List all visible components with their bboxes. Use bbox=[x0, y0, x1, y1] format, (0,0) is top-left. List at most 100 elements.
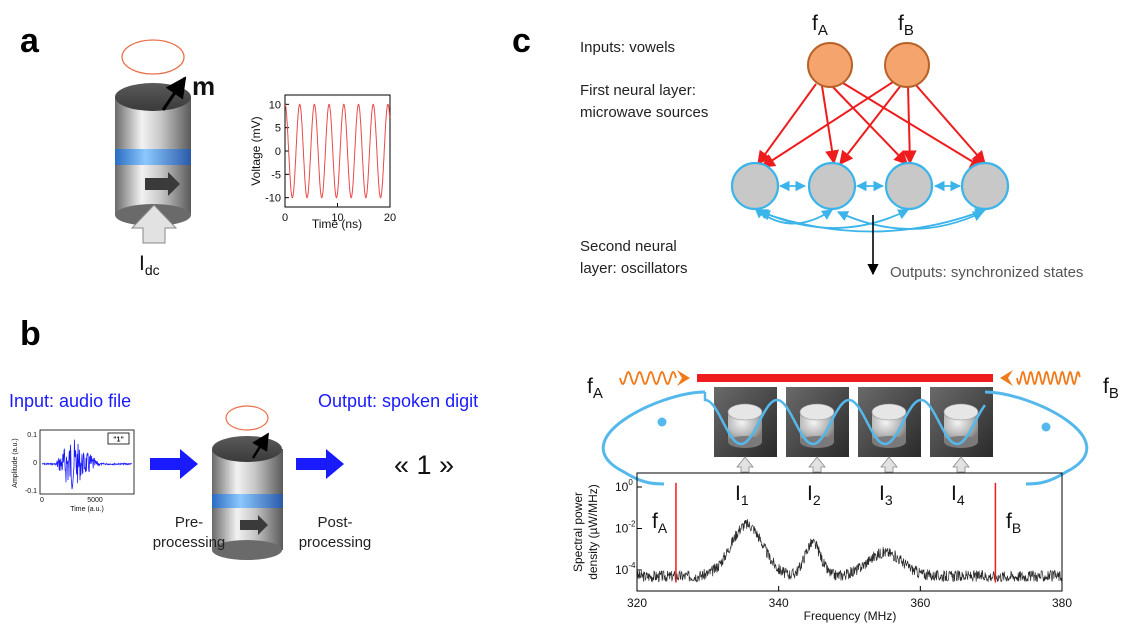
oscillator-node-4 bbox=[960, 161, 1010, 211]
audio-waveform bbox=[41, 439, 132, 490]
panel-b: b Input: audio file Output: spoken digit… bbox=[9, 315, 478, 560]
sem-image-4 bbox=[930, 387, 993, 457]
oscillator-node-1 bbox=[730, 161, 780, 211]
current-label: Idc bbox=[139, 252, 160, 278]
wire-right bbox=[984, 390, 1089, 486]
current-4-label: I4 bbox=[951, 482, 965, 508]
voltage-y-tick: 0 bbox=[275, 146, 281, 158]
microwave-a-arrowhead bbox=[677, 370, 690, 386]
layer1-label: First neural layer: bbox=[580, 82, 696, 99]
wire-node-right bbox=[1041, 422, 1051, 432]
layer2-label: layer: oscillators bbox=[580, 260, 688, 277]
layer1-label: microwave sources bbox=[580, 104, 708, 121]
panel-d: fA fB I1 I2 I3 I4 320 340 360 380 100 10-2 10-4 … bbox=[571, 370, 1119, 623]
audio-x-tick: 5000 bbox=[87, 497, 103, 504]
precession-orbit-small bbox=[225, 405, 269, 431]
microwave-b-icon bbox=[1016, 370, 1081, 386]
wire-serial bbox=[703, 392, 986, 446]
oscillator-node-3 bbox=[884, 161, 934, 211]
spectrum-y-tick: 100 bbox=[615, 478, 633, 494]
voltage-chart: 10 5 0 -5 -10 0 10 20 Time (ns) Voltage (mV) bbox=[249, 94, 396, 231]
spectrum-plot-frame bbox=[636, 472, 1063, 592]
spectrum-x-tick: 320 bbox=[627, 596, 647, 610]
drive-a-label: fA bbox=[587, 375, 603, 402]
panel-letter-b: b bbox=[20, 315, 41, 353]
pre-label: processing bbox=[153, 534, 226, 551]
post-arrow-icon bbox=[296, 449, 344, 479]
voltage-trace bbox=[284, 103, 391, 199]
input-node-b bbox=[884, 42, 930, 88]
spectrum-x-tick: 340 bbox=[769, 596, 789, 610]
input-node-a bbox=[807, 42, 853, 88]
current-1-arrow-icon bbox=[736, 456, 754, 473]
sem-image-3 bbox=[858, 387, 921, 457]
source-b-label: fB bbox=[898, 12, 914, 39]
source-a-label: fA bbox=[812, 12, 828, 39]
voltage-y-axis-title: Voltage (mV) bbox=[249, 116, 263, 185]
audio-plot: "1" 0.1 0 -0.1 0 5000 Time (a.u.) Amplit… bbox=[12, 429, 135, 513]
connection-arrow bbox=[914, 83, 986, 166]
spectrum-y-tick: 10-4 bbox=[615, 561, 636, 577]
spectrum-x-tick: 360 bbox=[910, 596, 930, 610]
connection-arrow bbox=[829, 83, 908, 166]
spectrum-fb-label: fB bbox=[1006, 510, 1021, 536]
voltage-y-tick: 5 bbox=[275, 123, 281, 135]
voltage-y-tick: -5 bbox=[271, 169, 281, 181]
input-connections bbox=[757, 79, 986, 169]
sem-images bbox=[714, 387, 993, 457]
panel-letter-a: a bbox=[20, 22, 40, 60]
connection-arrow bbox=[902, 85, 917, 165]
output-label: Output: spoken digit bbox=[318, 391, 478, 411]
cylinder-band-small bbox=[212, 494, 283, 508]
current-3-arrow-icon bbox=[880, 456, 898, 473]
outputs-label: Outputs: synchronized states bbox=[890, 264, 1083, 281]
microwave-b-arrowhead bbox=[1000, 370, 1013, 386]
audio-tag-box bbox=[107, 432, 130, 445]
connection-arrow bbox=[757, 83, 817, 166]
input-label: Input: audio file bbox=[9, 391, 131, 411]
current-4-arrow-icon bbox=[952, 456, 970, 473]
wire-left bbox=[601, 390, 706, 486]
spectrum-trace bbox=[636, 519, 1062, 583]
connection-arrow bbox=[837, 79, 985, 169]
pre-label: Pre- bbox=[175, 514, 203, 531]
voltage-x-tick: 20 bbox=[384, 212, 396, 224]
inputs-label: Inputs: vowels bbox=[580, 39, 675, 56]
cylinder-band bbox=[115, 149, 191, 165]
audio-x-tick: 0 bbox=[40, 497, 44, 504]
current-2-arrow-icon bbox=[808, 456, 826, 473]
moment-label: m bbox=[192, 71, 215, 101]
audio-y-axis-title: Amplitude (a.u.) bbox=[12, 438, 19, 487]
stripline bbox=[697, 374, 993, 382]
layer2-label: Second neural bbox=[580, 238, 677, 255]
panel-letter-c: c bbox=[512, 22, 531, 60]
panel-a: a m Idc 10 5 0 -5 -10 0 10 20 Time (ns) Voltag… bbox=[20, 22, 396, 278]
mtj-cylinder bbox=[115, 39, 191, 226]
audio-plot-frame bbox=[39, 429, 135, 495]
wire-node-left bbox=[657, 417, 667, 427]
spectrum-y-axis-title: Spectral power bbox=[571, 492, 585, 572]
connection-arrow bbox=[760, 79, 897, 168]
spectrum-x-tick: 380 bbox=[1052, 596, 1072, 610]
audio-y-tick: -0.1 bbox=[25, 488, 37, 495]
voltage-x-tick: 10 bbox=[331, 212, 343, 224]
microwave-a-icon bbox=[619, 370, 677, 386]
precession-orbit bbox=[121, 39, 185, 75]
cylinder-top-small bbox=[212, 436, 282, 462]
audio-tag: "1" bbox=[113, 437, 124, 444]
result-digit: « 1 » bbox=[394, 450, 454, 480]
oscillator-node-2 bbox=[807, 161, 857, 211]
connection-arrow bbox=[839, 83, 903, 166]
spectrum-chart: 320 340 360 380 100 10-2 10-4 fA fB Frequency… bbox=[571, 472, 1072, 623]
magnetization-arrow bbox=[161, 76, 187, 111]
voltage-x-axis-title: Time (ns) bbox=[312, 217, 362, 231]
current-1-label: I1 bbox=[735, 482, 749, 508]
audio-y-tick: 0.1 bbox=[27, 432, 37, 439]
spectrum-fa-label: fA bbox=[652, 510, 668, 536]
drive-b-label: fB bbox=[1103, 375, 1119, 402]
cylinder-side-arrow-small-icon bbox=[240, 515, 268, 535]
mtj-cylinder-small bbox=[212, 405, 283, 560]
oscillator-couplings bbox=[754, 180, 987, 233]
voltage-y-tick: 10 bbox=[269, 99, 281, 111]
